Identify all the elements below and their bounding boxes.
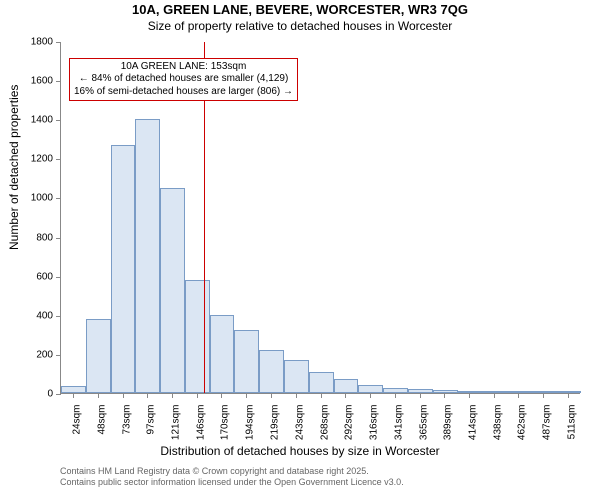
xtick	[494, 393, 495, 398]
ytick	[56, 316, 61, 317]
xtick-label: 146sqm	[196, 405, 207, 441]
histogram-bar	[358, 385, 383, 393]
ytick-label: 0	[47, 389, 53, 400]
histogram-bar	[234, 330, 259, 393]
histogram-bar	[458, 391, 483, 393]
histogram-bar	[408, 389, 433, 393]
xtick-label: 73sqm	[121, 405, 132, 435]
ytick	[56, 81, 61, 82]
xtick	[370, 393, 371, 398]
histogram-bar	[433, 390, 458, 393]
ytick	[56, 355, 61, 356]
xtick-label: 292sqm	[344, 405, 355, 441]
xtick-label: 511sqm	[566, 405, 577, 440]
xtick-label: 170sqm	[220, 405, 231, 441]
credits-line2: Contains public sector information licen…	[60, 477, 404, 488]
ytick	[56, 42, 61, 43]
xtick-label: 243sqm	[294, 405, 305, 441]
xtick	[271, 393, 272, 398]
xtick-label: 97sqm	[146, 405, 157, 435]
histogram-bar	[61, 386, 86, 393]
xtick	[197, 393, 198, 398]
ytick	[56, 238, 61, 239]
xtick	[296, 393, 297, 398]
chart-subtitle: Size of property relative to detached ho…	[0, 19, 600, 33]
ytick-label: 800	[36, 232, 53, 243]
xtick	[345, 393, 346, 398]
xtick-label: 48sqm	[96, 405, 107, 435]
xtick	[518, 393, 519, 398]
ytick	[56, 277, 61, 278]
plot-area: 02004006008001000120014001600180024sqm48…	[60, 42, 580, 394]
ytick-label: 200	[36, 349, 53, 360]
xtick	[73, 393, 74, 398]
xtick-label: 316sqm	[368, 405, 379, 441]
ytick-label: 1200	[31, 154, 53, 165]
xtick-label: 389sqm	[442, 405, 453, 441]
ytick-label: 1400	[31, 115, 53, 126]
histogram-bar	[532, 391, 557, 393]
histogram-bar	[309, 372, 334, 394]
histogram-bar	[383, 388, 408, 393]
ytick-label: 600	[36, 271, 53, 282]
histogram-bar	[259, 350, 284, 393]
histogram-bar	[160, 188, 185, 393]
xtick	[321, 393, 322, 398]
xtick	[98, 393, 99, 398]
histogram-bar	[210, 315, 235, 393]
histogram-chart: 10A, GREEN LANE, BEVERE, WORCESTER, WR3 …	[0, 0, 600, 500]
ytick	[56, 120, 61, 121]
xtick-label: 414sqm	[468, 405, 479, 441]
histogram-bar	[284, 360, 309, 393]
ytick	[56, 159, 61, 160]
xtick-label: 268sqm	[320, 405, 331, 441]
annotation-box: 10A GREEN LANE: 153sqm← 84% of detached …	[69, 58, 298, 102]
histogram-bar	[86, 319, 111, 393]
xtick-label: 219sqm	[270, 405, 281, 441]
annotation-line3: 16% of semi-detached houses are larger (…	[74, 86, 293, 99]
xtick	[543, 393, 544, 398]
xtick-label: 341sqm	[394, 405, 405, 441]
xtick-label: 121sqm	[170, 405, 181, 441]
ytick	[56, 198, 61, 199]
ytick-label: 400	[36, 310, 53, 321]
annotation-line2: ← 84% of detached houses are smaller (4,…	[74, 73, 293, 86]
histogram-bar	[135, 119, 160, 393]
histogram-bar	[507, 391, 532, 393]
histogram-bar	[334, 379, 359, 393]
xtick	[444, 393, 445, 398]
xtick-label: 438sqm	[492, 405, 503, 441]
xtick	[147, 393, 148, 398]
xtick-label: 24sqm	[72, 405, 83, 435]
credits: Contains HM Land Registry data © Crown c…	[60, 466, 404, 488]
histogram-bar	[185, 280, 210, 393]
ytick-label: 1000	[31, 193, 53, 204]
histogram-bar	[482, 391, 507, 393]
histogram-bar	[557, 391, 582, 393]
annotation-line1: 10A GREEN LANE: 153sqm	[74, 61, 293, 74]
y-axis-label: Number of detached properties	[7, 85, 21, 250]
xtick	[246, 393, 247, 398]
xtick	[420, 393, 421, 398]
chart-title: 10A, GREEN LANE, BEVERE, WORCESTER, WR3 …	[0, 2, 600, 17]
credits-line1: Contains HM Land Registry data © Crown c…	[60, 466, 404, 477]
ytick-label: 1800	[31, 37, 53, 48]
ytick	[56, 394, 61, 395]
ytick-label: 1600	[31, 76, 53, 87]
histogram-bar	[111, 145, 136, 393]
xtick-label: 462sqm	[517, 405, 528, 441]
xtick-label: 194sqm	[244, 405, 255, 441]
xtick	[221, 393, 222, 398]
xtick	[123, 393, 124, 398]
x-axis-label: Distribution of detached houses by size …	[0, 444, 600, 458]
xtick-label: 365sqm	[418, 405, 429, 441]
xtick	[469, 393, 470, 398]
xtick	[172, 393, 173, 398]
xtick-label: 487sqm	[542, 405, 553, 441]
xtick	[395, 393, 396, 398]
xtick	[568, 393, 569, 398]
